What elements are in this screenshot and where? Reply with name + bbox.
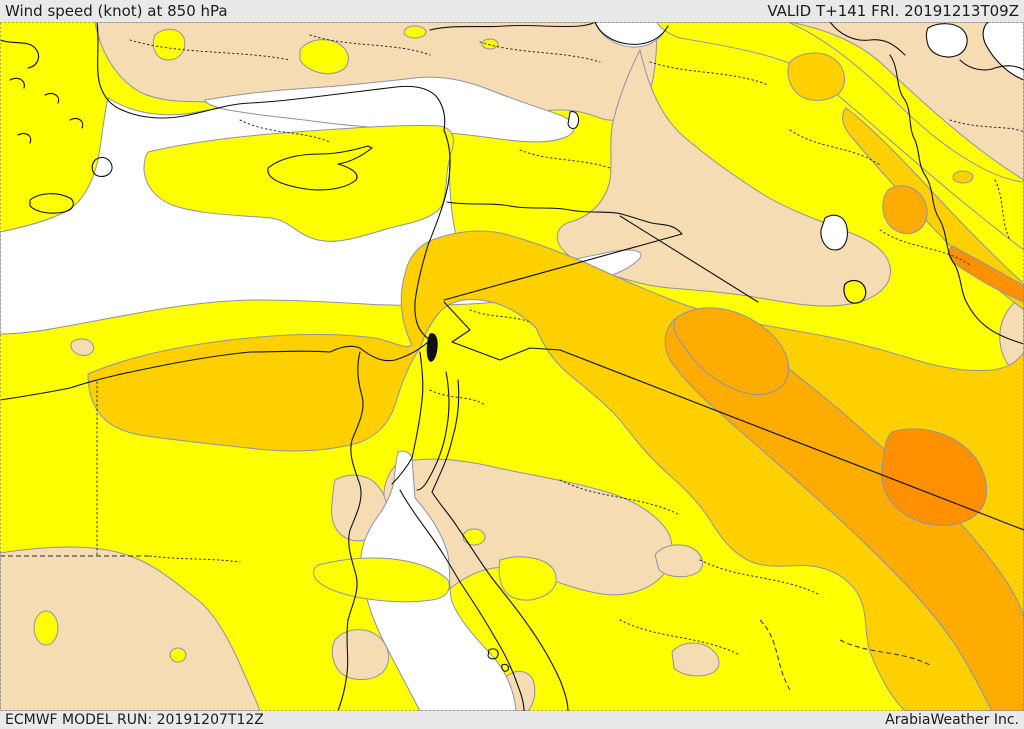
- white-central-turkey: [204, 76, 575, 143]
- border-iraq-saudi: [559, 349, 1024, 531]
- tan-sw-desert: [0, 546, 261, 711]
- orange-zagros-band: [664, 314, 1024, 711]
- map-title: Wind speed (knot) at 850 hPa: [5, 2, 228, 20]
- band-orange-regions: [664, 185, 1024, 711]
- border-turkey-iran: [889, 54, 926, 176]
- yellow-saudi-notch: [498, 556, 557, 601]
- coast-egypt: [0, 339, 431, 401]
- tan-blob: [70, 338, 95, 356]
- wind-speed-map: [0, 22, 1024, 711]
- coast-aegean: [96, 22, 123, 111]
- lake-urmia: [820, 214, 848, 251]
- lake-van: [925, 23, 968, 58]
- coast-black-sea-east: [594, 22, 669, 45]
- river-nile: [337, 351, 364, 711]
- model-run-label: ECMWF MODEL RUN: 20191207T12Z: [5, 712, 264, 728]
- island-crete: [29, 193, 74, 214]
- deep-orange-edge-core: [948, 245, 1024, 303]
- yellow-anatolia-blob: [481, 38, 499, 50]
- coast-levant: [414, 129, 451, 341]
- orange-zagros-head: [673, 307, 790, 395]
- yellow-saudi-hole: [462, 528, 486, 546]
- tan-blob: [671, 642, 720, 677]
- yellow-desert-hole: [33, 610, 59, 646]
- dotted-border: [129, 34, 769, 86]
- map-canvas: [0, 22, 1024, 711]
- tan-blob: [331, 629, 390, 680]
- brand-label: ArabiaWeather Inc.: [885, 712, 1019, 728]
- country-borders: [0, 22, 1024, 711]
- coast-cyprus: [267, 145, 373, 191]
- coast-red-sea-west: [399, 489, 525, 711]
- border-azerbaijan-iran: [959, 59, 1024, 71]
- dashed-border: [759, 619, 931, 691]
- border-caucasus: [829, 22, 906, 56]
- coast-red-sea-east: [431, 379, 569, 711]
- tan-caucasus: [789, 22, 1024, 181]
- coast-caspian: [982, 22, 1024, 81]
- dotted-border: [149, 555, 241, 563]
- lake-tuz: [567, 111, 580, 130]
- deep-orange-zagros-core: [881, 428, 987, 526]
- lake-tharthar: [843, 279, 867, 304]
- dotted-border: [429, 309, 531, 406]
- gulf-of-aqaba: [416, 371, 450, 491]
- yellow-desert-hole: [169, 647, 187, 663]
- yellow-anatolia-blob: [299, 39, 349, 75]
- farasan-islands: [487, 648, 510, 672]
- island-rhodes: [91, 157, 113, 177]
- suez-canal-gulf: [391, 351, 424, 485]
- valid-time-label: VALID T+141 FRI. 20191213T09Z: [767, 2, 1019, 20]
- border-jordan-iraq: [443, 233, 683, 301]
- coastlines: [0, 22, 1024, 711]
- border-iraq-syria: [619, 215, 759, 303]
- yellow-anatolia-blob: [403, 25, 427, 39]
- aegean-islands: [0, 39, 84, 144]
- yellow-red-sea-band: [313, 557, 450, 603]
- orange-nw-iran-core: [882, 185, 928, 234]
- header-bar: Wind speed (knot) at 850 hPa VALID T+141…: [0, 0, 1024, 22]
- dotted-border: [239, 119, 611, 169]
- yellow-cyprus-band: [143, 124, 454, 242]
- border-turkey-syria: [446, 201, 683, 235]
- lakes: [426, 23, 968, 362]
- dotted-border: [559, 479, 821, 656]
- yellow-anatolia-blob: [152, 28, 186, 61]
- border-iran-iraq: [924, 174, 1024, 345]
- gold-armenia-blob: [787, 52, 845, 101]
- tan-syria-iraq: [556, 48, 891, 307]
- footer-bar: ECMWF MODEL RUN: 20191207T12Z ArabiaWeat…: [0, 711, 1024, 729]
- coast-turkey-south: [121, 85, 446, 131]
- border-jordan-saudi-zigzag: [443, 301, 561, 361]
- gold-small-blob: [952, 170, 974, 184]
- coast-black-sea: [429, 22, 596, 31]
- tan-blob: [654, 544, 704, 578]
